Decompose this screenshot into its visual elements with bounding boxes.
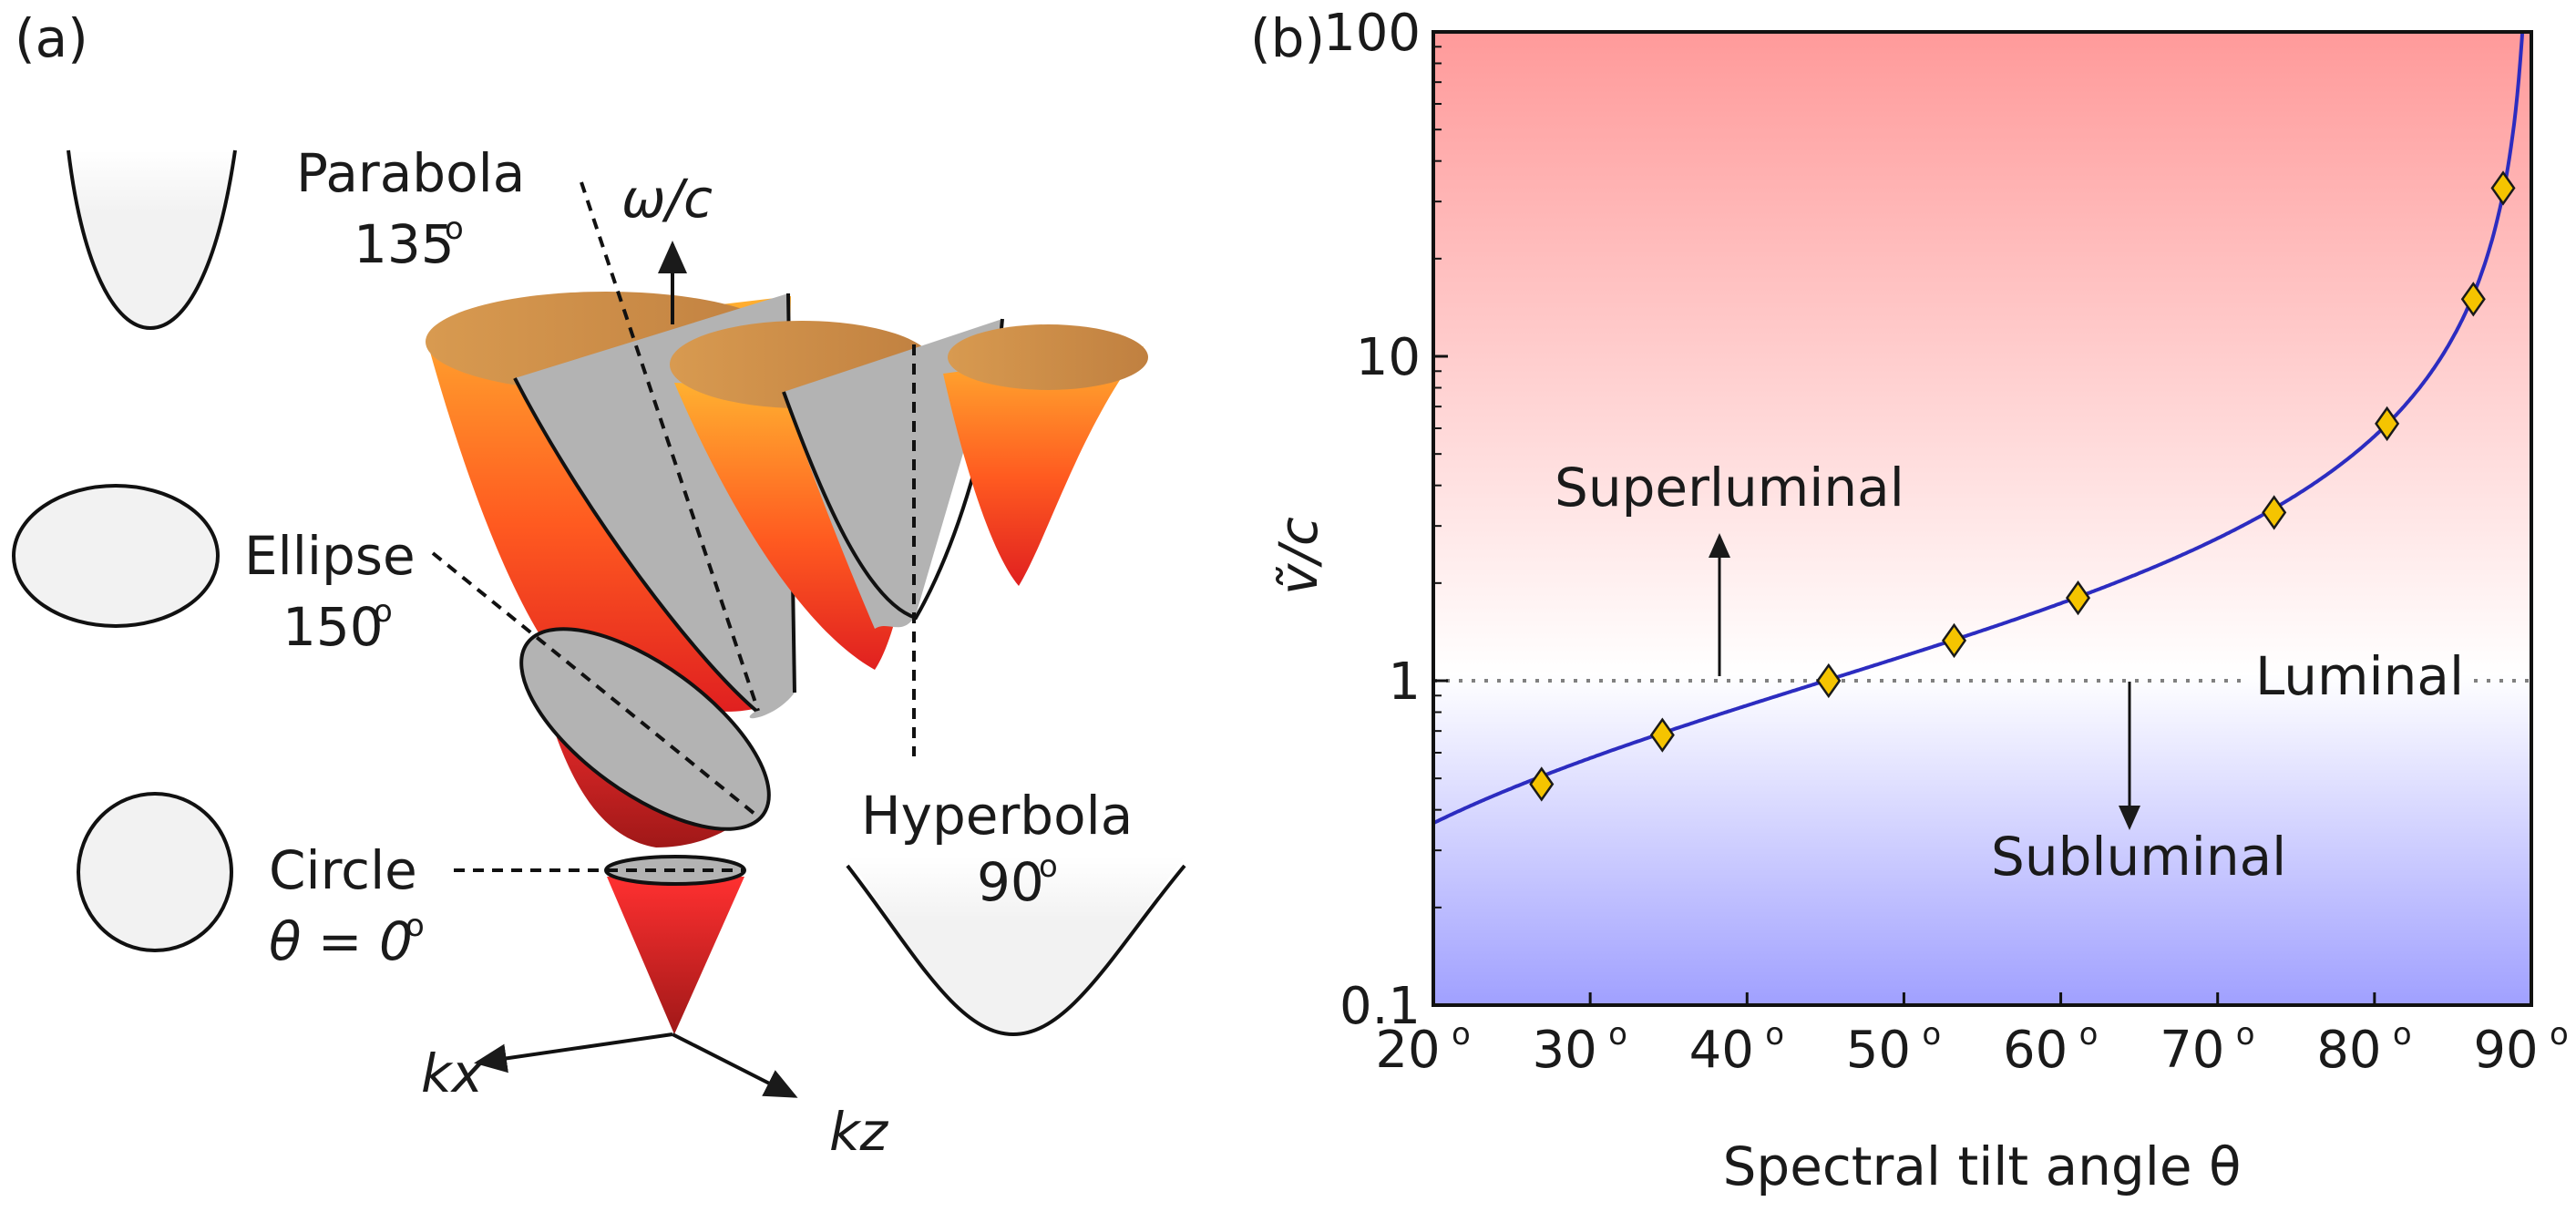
x-tick-degree: o bbox=[2393, 1016, 2412, 1053]
kx-axis-label: kx bbox=[421, 1043, 484, 1104]
data-point-diamond bbox=[2460, 282, 2486, 317]
cone-parabola-2 bbox=[670, 318, 1004, 670]
x-tick-degree: o bbox=[1922, 1016, 1941, 1053]
x-tick-degree: o bbox=[2236, 1016, 2255, 1053]
superluminal-label: Superluminal bbox=[1555, 457, 1904, 519]
circle-shape bbox=[77, 792, 233, 952]
axes-3d bbox=[474, 241, 798, 1098]
x-tick-degree: o bbox=[1765, 1016, 1784, 1053]
cone-circle bbox=[604, 855, 746, 1034]
parabola-label: Parabola bbox=[296, 142, 525, 204]
circle-label: Circle bbox=[269, 839, 417, 901]
data-point-diamond bbox=[2262, 495, 2287, 530]
kz-axis-label: kz bbox=[829, 1101, 889, 1163]
subluminal-label: Subluminal bbox=[1991, 826, 2286, 888]
luminal-label: Luminal bbox=[2255, 645, 2464, 707]
x-tick-label: 50 bbox=[1846, 1021, 1911, 1080]
panel-a: (a) bbox=[12, 7, 1186, 1163]
y-tick-label: 10 bbox=[1356, 328, 1421, 387]
circle-deg: o bbox=[405, 908, 425, 944]
y-axis-label: ṽ/c bbox=[1267, 517, 1329, 595]
x-tick-label: 70 bbox=[2160, 1021, 2224, 1080]
hyperbola-curve bbox=[846, 864, 1186, 1037]
plot-frame bbox=[1432, 30, 2533, 1007]
hyperbola-shape bbox=[847, 857, 1185, 1034]
hyperbola-label: Hyperbola bbox=[861, 785, 1133, 847]
x-tick-label: 30 bbox=[1533, 1021, 1597, 1080]
x-tick-degree: o bbox=[1608, 1016, 1627, 1053]
parabola-angle: 135 bbox=[354, 213, 455, 275]
cone-ellipse bbox=[519, 627, 771, 847]
x-tick-degree: o bbox=[1452, 1016, 1471, 1053]
ellipse-angle: 150 bbox=[282, 596, 384, 658]
x-tick-label: 90 bbox=[2473, 1021, 2538, 1080]
hyperbola-angle: 90 bbox=[977, 851, 1044, 913]
panel-b-label: (b) bbox=[1250, 7, 1325, 69]
omega-axis-label: ω/c bbox=[621, 168, 713, 230]
y-tick-label: 100 bbox=[1323, 4, 1421, 63]
theory-curve bbox=[1432, 31, 2525, 826]
hyperbola-deg: o bbox=[1039, 848, 1058, 885]
x-tick-label: 20 bbox=[1375, 1021, 1440, 1080]
plot-background bbox=[1433, 32, 2531, 1005]
data-point-diamond bbox=[1941, 622, 1967, 659]
data-point-diamond bbox=[2490, 170, 2516, 206]
data-point-diamond bbox=[2375, 406, 2400, 442]
parabola-curve bbox=[67, 149, 237, 331]
chart-layer bbox=[1432, 31, 2531, 826]
x-tick-label: 80 bbox=[2316, 1021, 2381, 1080]
data-point-diamond bbox=[1649, 717, 1675, 753]
parabola-shape bbox=[68, 150, 235, 328]
cut-lines bbox=[431, 181, 916, 872]
ellipse-shape bbox=[12, 484, 220, 628]
data-point-diamond bbox=[2065, 580, 2091, 616]
y-tick-label: 0.1 bbox=[1339, 977, 1421, 1036]
x-tick-label: 60 bbox=[2003, 1021, 2068, 1080]
y-tick-label: 1 bbox=[1388, 652, 1421, 712]
cone-hyperbola bbox=[943, 324, 1148, 586]
x-tick-degree: o bbox=[2550, 1016, 2569, 1053]
data-point-diamond bbox=[1816, 662, 1842, 699]
x-tick-degree: o bbox=[2079, 1016, 2099, 1053]
x-axis-label: Spectral tilt angle θ bbox=[1723, 1135, 2242, 1197]
circle-angle: θ = 0 bbox=[269, 910, 413, 972]
x-tick-label: 40 bbox=[1689, 1021, 1754, 1080]
ellipse-label: Ellipse bbox=[244, 525, 416, 587]
parabola-deg: o bbox=[445, 211, 464, 247]
panel-b: (b) ṽ/c Spectral tilt angle θ Superlumin… bbox=[1250, 4, 2569, 1197]
ellipse-deg: o bbox=[374, 593, 393, 630]
panel-a-label: (a) bbox=[15, 7, 88, 69]
data-point-diamond bbox=[1529, 766, 1555, 802]
